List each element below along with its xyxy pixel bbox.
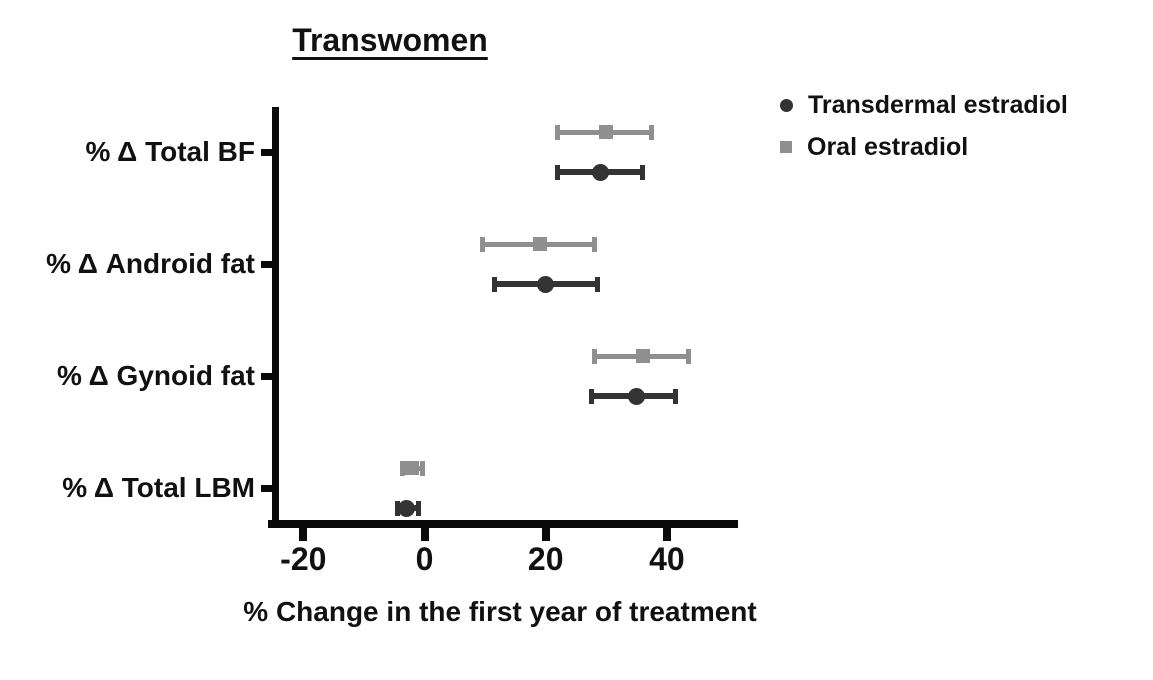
error-bar-cap bbox=[479, 236, 485, 252]
y-tick bbox=[261, 149, 272, 156]
error-bar-cap bbox=[588, 388, 594, 404]
x-axis-line bbox=[268, 520, 738, 528]
data-point-square bbox=[405, 461, 420, 475]
x-axis-title: % Change in the first year of treatment bbox=[243, 596, 757, 627]
chart-title: Transwomen bbox=[292, 22, 488, 58]
category-label: % Δ Gynoid fat bbox=[57, 360, 255, 391]
error-bar-cap bbox=[591, 348, 597, 364]
data-point-circle bbox=[591, 163, 609, 181]
error-bar-cap bbox=[649, 124, 655, 140]
error-bar-cap bbox=[555, 124, 561, 140]
data-point-circle bbox=[537, 275, 555, 293]
y-axis-line bbox=[272, 107, 279, 528]
legend-item: Transdermal estradiol bbox=[780, 90, 1068, 120]
error-bar-cap bbox=[555, 164, 561, 180]
error-bar-cap bbox=[491, 276, 497, 292]
square-marker-icon bbox=[780, 141, 792, 153]
error-bar-cap bbox=[399, 460, 405, 476]
data-point-square bbox=[635, 349, 650, 363]
data-point-circle bbox=[397, 499, 415, 517]
error-bar-cap bbox=[394, 500, 400, 516]
category-label: % Δ Total LBM bbox=[62, 472, 255, 503]
x-tick-label: -20 bbox=[280, 541, 327, 577]
legend-item: Oral estradiol bbox=[780, 132, 1068, 162]
x-tick-label: 0 bbox=[415, 541, 434, 577]
x-tick bbox=[420, 528, 429, 541]
y-tick bbox=[261, 373, 272, 380]
error-bar-cap bbox=[415, 500, 421, 516]
x-tick-label: 40 bbox=[649, 541, 685, 577]
legend-label: Oral estradiol bbox=[807, 132, 969, 161]
y-tick bbox=[261, 261, 272, 268]
error-bar-cap bbox=[673, 388, 679, 404]
error-bar-cap bbox=[591, 236, 597, 252]
legend-label: Transdermal estradiol bbox=[808, 90, 1068, 119]
y-tick bbox=[261, 485, 272, 492]
data-point-square bbox=[599, 125, 614, 139]
category-label: % Δ Total BF bbox=[85, 136, 255, 167]
error-bar-cap bbox=[685, 348, 691, 364]
x-tick bbox=[662, 528, 671, 541]
x-tick bbox=[541, 528, 550, 541]
circle-marker-icon bbox=[780, 98, 793, 112]
error-bar-cap bbox=[420, 460, 426, 476]
legend: Transdermal estradiol Oral estradiol bbox=[780, 90, 1068, 174]
x-tick-label: 20 bbox=[527, 541, 564, 577]
data-point-square bbox=[532, 237, 547, 251]
error-bar-cap bbox=[640, 164, 646, 180]
error-bar-cap bbox=[594, 276, 600, 292]
data-point-circle bbox=[628, 387, 646, 405]
x-tick bbox=[299, 528, 308, 541]
category-label: % Δ Android fat bbox=[46, 248, 255, 279]
